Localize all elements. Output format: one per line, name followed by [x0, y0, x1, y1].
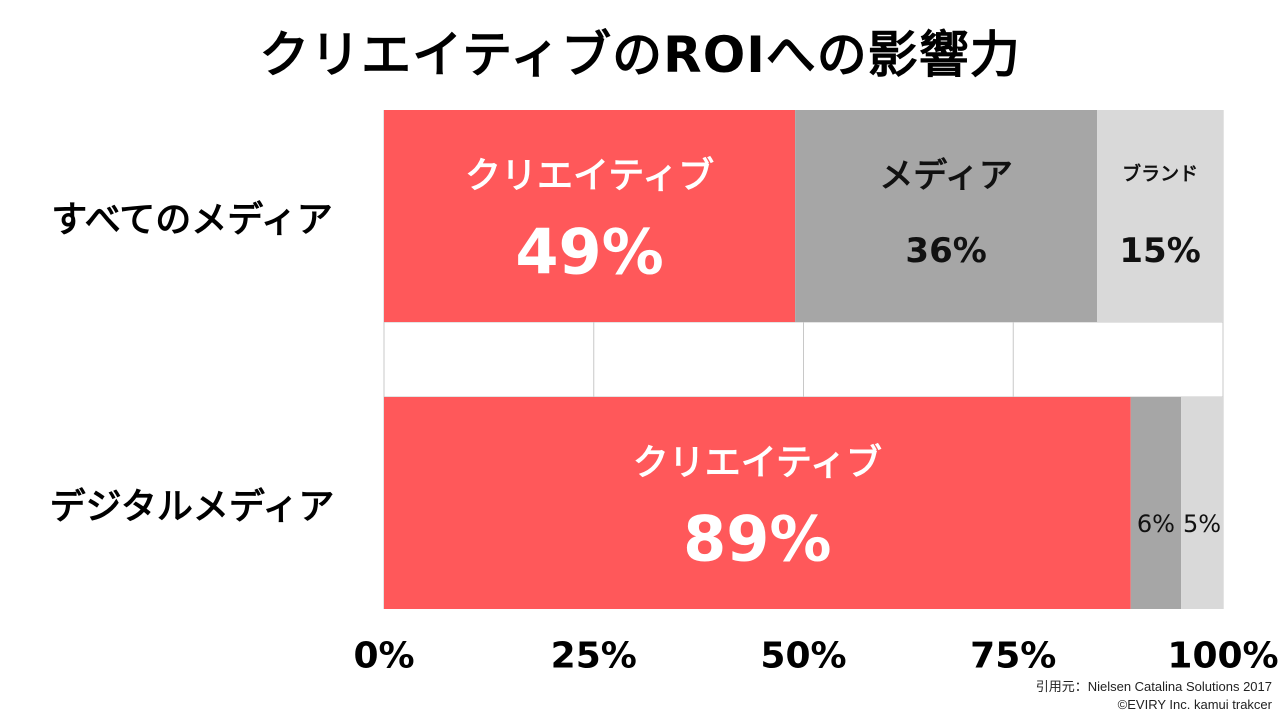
copyright-notice: ©EVIRY Inc. kamui trakcer [1117, 697, 1272, 712]
bar-segment [1097, 110, 1223, 322]
data-label: 36% [905, 231, 986, 271]
bar-segment [384, 110, 796, 322]
segment-category-label: ブランド [1122, 162, 1198, 185]
x-tick-label: 0% [353, 636, 414, 677]
x-tick-label: 75% [970, 636, 1056, 677]
bar-segment [384, 397, 1131, 609]
data-label: 49% [515, 216, 663, 289]
source-citation: 引用元：Nielsen Catalina Solutions 2017 [1035, 679, 1272, 694]
x-tick-label: 25% [551, 636, 637, 677]
segment-category-label: メディア [879, 156, 1013, 196]
data-label: 5% [1183, 510, 1221, 538]
category-label: デジタルメディア [50, 486, 335, 528]
data-labels: クリエイティブ 49% メディア 36% ブランド 15% クリエイティブ 89% 6% 5% [465, 155, 1221, 576]
category-label: すべてのメディア [51, 199, 333, 241]
data-label: 15% [1119, 231, 1200, 271]
data-label: 89% [683, 503, 831, 576]
source-credits: 引用元：Nielsen Catalina Solutions 2017 ©EVI… [1036, 678, 1272, 714]
segment-category-label: クリエイティブ [633, 442, 882, 484]
x-tick-label: 100% [1167, 636, 1278, 677]
bar-segment [1181, 397, 1223, 609]
bar-segment [795, 110, 1098, 322]
chart-title: クリエイティブのROIへの影響力 [259, 26, 1021, 84]
bar-segment [1130, 397, 1182, 609]
x-tick-label: 50% [760, 636, 846, 677]
segment-category-label: クリエイティブ [465, 155, 714, 197]
bars [384, 110, 1223, 609]
data-label: 6% [1137, 510, 1175, 538]
